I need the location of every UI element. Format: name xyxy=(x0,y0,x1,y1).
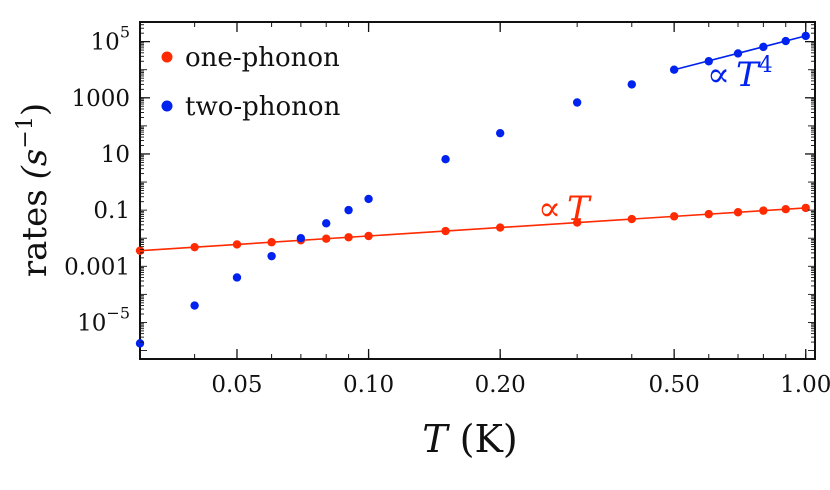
point-one-phonon-11 xyxy=(627,214,636,224)
point-one-phonon-15 xyxy=(759,206,768,215)
annotation-proportional-t4: ∝ T4 xyxy=(707,53,773,95)
y-tick-exp-0: −5 xyxy=(106,303,130,322)
point-one-phonon-6 xyxy=(344,233,353,242)
point-one-phonon-1 xyxy=(190,242,199,252)
legend-marker-two-phonon xyxy=(161,100,173,112)
point-one-phonon-3 xyxy=(267,238,276,247)
y-tick-base-2: 0.1 xyxy=(93,198,130,224)
point-two-phonon-14 xyxy=(733,49,743,58)
x-axis-var: T xyxy=(422,417,450,461)
point-two-phonon-2 xyxy=(232,273,242,282)
point-one-phonon-5 xyxy=(322,234,331,243)
x-tick-label-0: 0.05 xyxy=(211,372,262,398)
point-two-phonon-3 xyxy=(267,251,276,261)
point-two-phonon-9 xyxy=(495,128,505,138)
y-tick-label-1: 0.001 xyxy=(64,254,130,280)
point-one-phonon-16 xyxy=(781,204,790,214)
point-two-phonon-11 xyxy=(627,80,636,89)
legend-label-two-phonon: two-phonon xyxy=(185,92,341,122)
y-tick-label-5: 105 xyxy=(91,23,130,56)
legend: one-phonon two-phonon xyxy=(161,43,341,122)
legend-marker-one-phonon xyxy=(161,51,173,63)
y-axis-text: rates xyxy=(15,189,55,277)
legend-label-one-phonon: one-phonon xyxy=(185,43,340,73)
y-axis-unit: (s xyxy=(15,149,55,180)
y-tick-label-0: 10−5 xyxy=(77,303,130,336)
y-axis-exp: −1 xyxy=(13,116,38,148)
point-one-phonon-12 xyxy=(669,212,679,221)
point-two-phonon-17 xyxy=(801,31,810,41)
point-two-phonon-15 xyxy=(759,42,768,52)
point-two-phonon-6 xyxy=(344,205,353,215)
y-axis-close: ) xyxy=(15,103,55,116)
point-one-phonon-2 xyxy=(232,240,242,249)
annotation-red-var: T xyxy=(567,189,592,229)
point-one-phonon-17 xyxy=(801,203,810,213)
x-axis-unit: (K) xyxy=(460,417,518,461)
annotation-proportional-t: ∝ T xyxy=(538,189,592,229)
y-axis-label: rates (s−1) xyxy=(13,103,55,277)
annotation-blue-exp: 4 xyxy=(759,53,773,78)
x-tick-label-2: 0.20 xyxy=(475,372,526,398)
fit-line-0 xyxy=(139,207,806,252)
point-one-phonon-10 xyxy=(572,218,582,227)
point-one-phonon-14 xyxy=(733,208,743,217)
point-two-phonon-13 xyxy=(704,57,713,66)
x-tick-label-4: 1.00 xyxy=(780,372,830,398)
point-two-phonon-10 xyxy=(572,98,582,107)
y-tick-label-4: 1000 xyxy=(71,86,130,112)
x-ticks: 0.05 0.10 0.20 0.50 1.00 xyxy=(139,22,830,398)
annotation-blue-var: T xyxy=(736,55,761,95)
x-tick-label-3: 0.50 xyxy=(649,372,700,398)
y-tick-base-1: 0.001 xyxy=(64,254,130,280)
point-one-phonon-8 xyxy=(441,226,450,236)
annotation-red-prefix: ∝ xyxy=(538,189,561,229)
y-tick-label-2: 0.1 xyxy=(93,198,130,224)
point-two-phonon-7 xyxy=(364,194,373,204)
y-tick-exp-5: 5 xyxy=(120,23,130,42)
y-tick-base-4: 1000 xyxy=(71,86,130,112)
data-points xyxy=(135,31,810,348)
y-tick-label-3: 10 xyxy=(101,142,130,168)
point-one-phonon-9 xyxy=(495,223,505,232)
point-one-phonon-7 xyxy=(364,231,373,241)
point-one-phonon-0 xyxy=(135,246,145,255)
x-axis-label: T (K) xyxy=(422,417,517,461)
point-two-phonon-16 xyxy=(781,36,790,46)
point-two-phonon-0 xyxy=(135,339,145,348)
y-tick-base-0: 10 xyxy=(77,310,106,336)
point-two-phonon-12 xyxy=(669,65,679,74)
point-two-phonon-1 xyxy=(190,301,199,310)
point-two-phonon-8 xyxy=(441,155,450,164)
y-tick-base-5: 10 xyxy=(91,30,120,56)
point-one-phonon-13 xyxy=(704,209,713,219)
point-two-phonon-4 xyxy=(296,234,306,243)
annotation-blue-prefix: ∝ xyxy=(707,55,730,95)
point-two-phonon-5 xyxy=(322,219,331,228)
x-tick-label-1: 0.10 xyxy=(343,372,394,398)
y-tick-base-3: 10 xyxy=(101,142,130,168)
